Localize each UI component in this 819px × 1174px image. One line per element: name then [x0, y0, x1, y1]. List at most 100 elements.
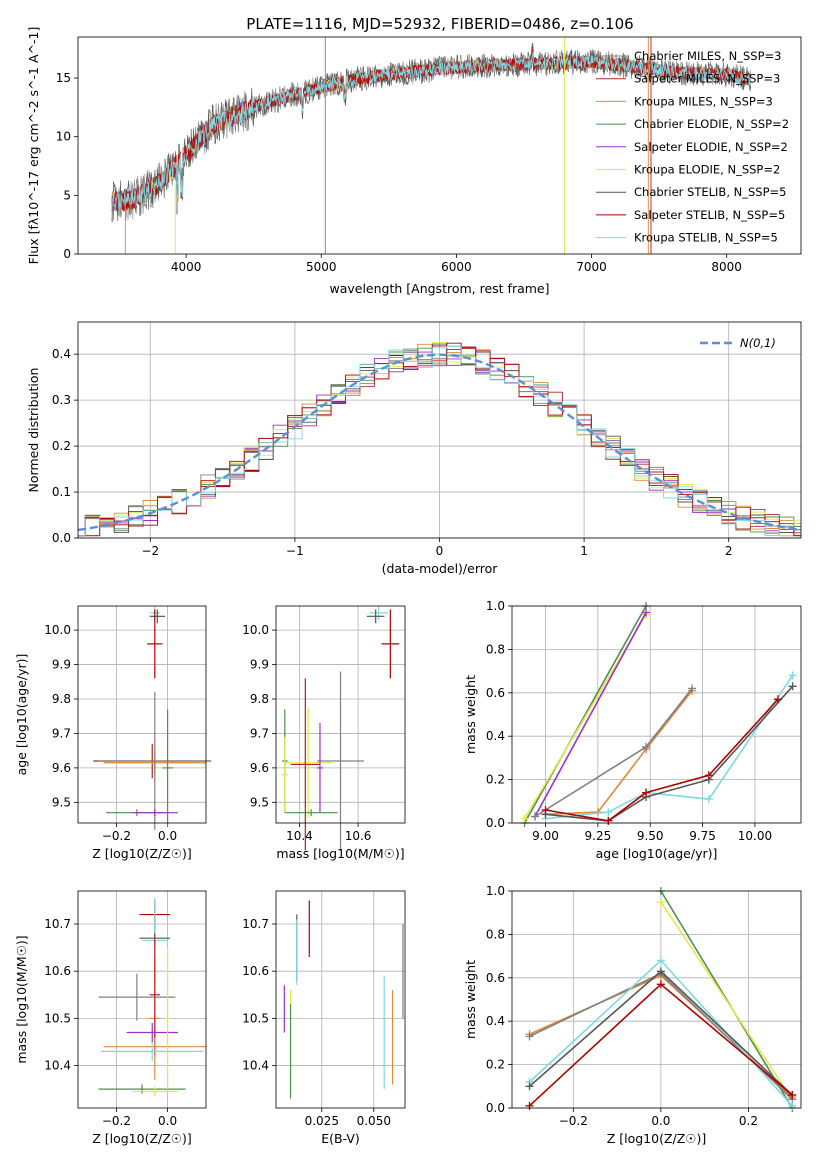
- y-tick-label: 0.2: [52, 439, 71, 453]
- spectrum-line: [111, 52, 752, 212]
- x-tick-label: 4000: [171, 260, 202, 274]
- y-tick-label: 0.0: [486, 816, 505, 830]
- y-tick-label: 10.6: [44, 964, 71, 978]
- x-tick-label: 2: [725, 544, 733, 558]
- series-point: [788, 1090, 797, 1099]
- y-tick-label: 9.8: [52, 692, 71, 706]
- series-point: [642, 788, 651, 797]
- y-tick-label: 9.7: [250, 726, 269, 740]
- y-tick-label: 1.0: [486, 599, 505, 613]
- x-tick-label: 0.050: [357, 1114, 391, 1128]
- y-tick-label: 0.0: [486, 1101, 505, 1115]
- x-tick-label: 9.75: [689, 829, 716, 843]
- series-point: [525, 1082, 534, 1091]
- panel-mass-vs-Z: −0.2 0.0 10.4 10.5 10.6 10.7 Z [log10(Z/Z☉)] ma…: [14, 890, 207, 1146]
- series-point: [656, 956, 665, 965]
- axes-frame: [275, 890, 406, 1109]
- panel-mass-weight-vs-age: 9.00 9.25 9.50 9.75 10.00 0.0 0.2 0.4 0.6 0.8 1.0 a…: [463, 599, 802, 861]
- axes-frame: [275, 605, 406, 824]
- y-tick-label: 10.5: [44, 1011, 71, 1025]
- x-axis-label: Z [log10(Z/Z☉)]: [92, 1131, 192, 1146]
- series-point: [642, 608, 651, 617]
- y-tick-label: 0: [63, 247, 71, 261]
- y-tick-label: 10.0: [242, 623, 269, 637]
- y-tick-label: 9.5: [52, 795, 71, 809]
- series-point: [656, 980, 665, 989]
- x-tick-label: 0.0: [158, 829, 177, 843]
- x-axis-label: age [log10(age/yr)]: [596, 846, 718, 861]
- legend-entry: Kroupa MILES, N_SSP=3: [634, 94, 773, 108]
- axes-frame: [77, 36, 802, 255]
- y-axis-label: mass [log10(M/M☉)]: [14, 935, 29, 1063]
- series-point: [704, 795, 713, 804]
- series-line: [660, 901, 793, 1100]
- x-tick-label: 6000: [441, 260, 472, 274]
- series-point: [773, 695, 782, 704]
- x-tick-label: −2: [141, 544, 159, 558]
- x-tick-label: 8000: [711, 260, 742, 274]
- legend-entry: N(0,1): [740, 336, 776, 350]
- legend-entry: Salpeter STELIB, N_SSP=5: [634, 208, 785, 222]
- series-point: [520, 814, 529, 823]
- series-point: [604, 816, 613, 825]
- y-tick-label: 0.0: [52, 531, 71, 545]
- y-tick-label: 9.7: [52, 726, 71, 740]
- axes-frame: [77, 890, 207, 1109]
- y-tick-label: 0.1: [52, 485, 71, 499]
- x-tick-label: 7000: [576, 260, 607, 274]
- x-tick-label: 10.4: [286, 829, 313, 843]
- series-point: [525, 1032, 534, 1041]
- legend-entry: Salpeter MILES, N_SSP=3: [634, 72, 780, 86]
- legend-entry: Salpeter ELODIE, N_SSP=2: [634, 140, 788, 154]
- series-line: [545, 698, 779, 822]
- y-tick-label: 9.6: [250, 761, 269, 775]
- y-tick-label: 10.5: [242, 1011, 269, 1025]
- x-tick-label: −0.2: [102, 1114, 131, 1128]
- x-tick-label: 9.25: [585, 829, 612, 843]
- panel-spectrum: 4000 5000 6000 7000 8000 0 5 10 15 wavelength [An…: [26, 27, 802, 296]
- x-axis-label: (data-model)/error: [382, 561, 499, 576]
- legend-entry: Chabrier STELIB, N_SSP=5: [634, 185, 786, 199]
- axes-frame: [511, 890, 802, 1109]
- series-line: [534, 688, 693, 818]
- y-tick-label: 1.0: [486, 884, 505, 898]
- y-tick-label: 0.6: [486, 686, 505, 700]
- y-tick-label: 9.8: [250, 692, 269, 706]
- x-tick-label: 0.2: [739, 1114, 758, 1128]
- x-tick-label: −1: [286, 544, 304, 558]
- y-tick-label: 0.4: [52, 347, 71, 361]
- series-point: [788, 682, 797, 691]
- legend-entry: Kroupa STELIB, N_SSP=5: [634, 231, 778, 245]
- series-line: [545, 685, 794, 822]
- figure-title: PLATE=1116, MJD=52932, FIBERID=0486, z=0…: [246, 15, 633, 33]
- normal-curve: [77, 353, 802, 532]
- panel-mass-weight-vs-Z: −0.2 0.0 0.2 0.0 0.2 0.4 0.6 0.8 1.0 Z [log10(Z/Z…: [463, 884, 802, 1146]
- spectrum-line: [111, 46, 752, 212]
- x-tick-label: 0.0: [651, 1114, 670, 1128]
- axes-frame: [77, 605, 207, 824]
- x-axis-label: Z [log10(Z/Z☉)]: [607, 1131, 707, 1146]
- histogram-step: [78, 345, 801, 537]
- x-tick-label: 0: [436, 544, 444, 558]
- y-tick-label: 15: [56, 71, 71, 85]
- y-tick-label: 10.7: [44, 917, 71, 931]
- x-tick-label: 5000: [306, 260, 337, 274]
- y-tick-label: 10.0: [44, 623, 71, 637]
- legend-entry: Kroupa ELODIE, N_SSP=2: [634, 163, 780, 177]
- y-tick-label: 10.6: [242, 964, 269, 978]
- x-axis-label: mass [log10(M/M☉)]: [276, 846, 404, 861]
- y-axis-label: mass weight: [463, 675, 478, 754]
- panel-mass-vs-ebv: 0.025 0.050 10.4 10.5 10.6 10.7 E(B-V): [242, 890, 406, 1146]
- x-tick-label: 10.6: [345, 829, 372, 843]
- axes-frame: [511, 605, 802, 824]
- x-tick-label: 10.00: [738, 829, 772, 843]
- x-axis-label: wavelength [Angstrom, rest frame]: [329, 281, 549, 296]
- series-point: [788, 671, 797, 680]
- y-tick-label: 9.5: [250, 795, 269, 809]
- x-tick-label: −0.2: [102, 829, 131, 843]
- x-tick-label: 0.025: [305, 1114, 339, 1128]
- x-axis-label: E(B-V): [321, 1131, 360, 1146]
- y-tick-label: 10.7: [242, 917, 269, 931]
- y-tick-label: 10.4: [242, 1059, 269, 1073]
- spectrum-line: [111, 43, 751, 222]
